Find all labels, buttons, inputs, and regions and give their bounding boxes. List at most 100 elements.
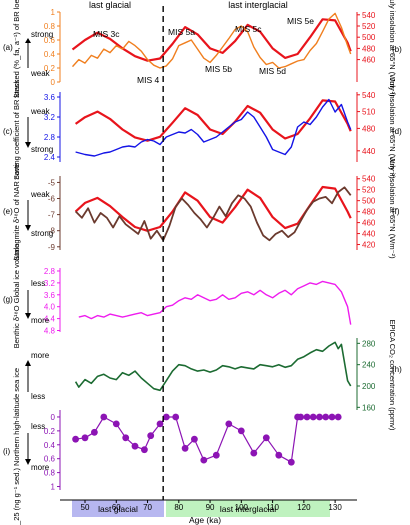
y2-tick-label: 440 <box>362 147 376 156</box>
ipso-point <box>212 451 220 459</box>
ipso-point <box>287 458 295 466</box>
ipso-point <box>181 444 189 452</box>
x-tick-label: 110 <box>266 503 279 512</box>
ylabel-c: Sorting coefficient of BR loess <box>12 80 21 180</box>
panel-i: 0 0.2 0.4 0.6 0.8 1 <box>44 410 342 492</box>
panel-h: 160 200 240 280 <box>74 338 376 412</box>
panel-tag-d: (d) <box>392 127 402 136</box>
header-last-glacial: last glacial <box>89 0 131 10</box>
y-tick-label: 0.6 <box>44 36 56 45</box>
y2-tick-label: 500 <box>362 197 376 206</box>
panel-tag-f: (f) <box>392 207 400 216</box>
direction-top-label: less <box>31 422 45 431</box>
y-tick-label: 4.4 <box>44 315 56 324</box>
x-tick-label: 70 <box>143 503 152 512</box>
x-tick-label: 90 <box>206 503 215 512</box>
band-last-glacial-label: last glacial <box>98 504 138 514</box>
insolation-line <box>74 185 352 232</box>
ylabel-g: Benthic δ¹⁸O Global ice volume <box>12 244 21 348</box>
direction-c: weak strong <box>25 107 53 154</box>
ipso-point <box>131 442 139 450</box>
y-tick-label: 1 <box>51 8 56 17</box>
y2-tick-label: 540 <box>362 11 376 20</box>
x-tick-label: 80 <box>174 503 183 512</box>
panel-tag-i: (i) <box>3 447 10 456</box>
ipso-point <box>162 413 170 421</box>
y-tick-label: 0 <box>51 78 56 87</box>
y2-tick-label: 460 <box>362 56 376 65</box>
y-tick-label: 0.8 <box>44 469 56 478</box>
y-tick-label: 3.2 <box>44 113 56 122</box>
ipso-point <box>297 413 305 421</box>
y2-tick-label: 480 <box>362 44 376 53</box>
y-tick-label: 0 <box>51 413 56 422</box>
panel-tag-h: (h) <box>392 365 402 374</box>
mis-label: MIS 5c <box>235 24 262 34</box>
ipso-point <box>250 449 258 457</box>
ipso-point <box>72 435 79 443</box>
ipso-point <box>303 413 311 421</box>
ipso-point <box>112 420 120 428</box>
panel-tag-b: (b) <box>392 45 402 54</box>
y-tick-label: 4.0 <box>44 303 56 312</box>
ipso-point <box>309 413 317 421</box>
x-tick-label: 120 <box>297 503 311 512</box>
panel-e: -9 -8 -7 -6 -5 420 440 460 480 500 520 540 <box>48 175 376 252</box>
x-tick-label: 60 <box>112 503 121 512</box>
y-tick-label: 0.4 <box>44 441 56 450</box>
ipso-point <box>200 456 208 464</box>
direction-a: strong weak <box>25 30 53 78</box>
ylabel-h: EPICA CO₂ concentration (ppmv) <box>388 320 397 431</box>
ipso-point <box>262 434 270 442</box>
direction-top-label: weak <box>30 107 51 116</box>
x-tick-label: 130 <box>328 503 342 512</box>
ylabel-e: Stalagmite δ¹⁸O of NAR cave <box>12 163 21 260</box>
y2-tick-label: 460 <box>362 219 376 228</box>
x-tick-label: 50 <box>81 503 90 512</box>
ipso-point <box>237 427 245 435</box>
y-tick-label: 0.4 <box>44 50 56 59</box>
ipso-point <box>81 434 89 442</box>
ylabel-f: July insolation at 65°N (Wm⁻²) <box>388 157 397 259</box>
ipso-point <box>322 413 330 421</box>
direction-top-label: more <box>31 351 50 360</box>
header-last-interglacial: last interglacial <box>228 0 288 10</box>
y-tick-label: -5 <box>48 178 56 187</box>
panel-tag-c: (c) <box>3 127 13 136</box>
x-axis: 50 60 70 80 90 100 110 120 130 <box>60 499 357 512</box>
stacked-line <box>71 12 352 69</box>
y2-tick-label: 510 <box>362 108 376 117</box>
ipso-point <box>122 434 130 442</box>
mis-label: MIS 5a <box>168 27 195 37</box>
direction-h: more less <box>25 351 50 401</box>
y2-tick-label: 480 <box>362 124 376 133</box>
band-last-interglacial-label: last interglacial <box>220 504 276 514</box>
y2-tick-label: 540 <box>362 91 376 100</box>
epica-line <box>74 341 352 392</box>
y-tick-label: 0.2 <box>44 427 56 436</box>
mis-label: MIS 4 <box>137 75 159 85</box>
ipso-point <box>172 413 180 421</box>
y2-tick-label: 160 <box>362 403 376 412</box>
y-tick-label: -9 <box>48 243 56 252</box>
panel-a: 0 0.2 0.4 0.6 0.8 1 460 480 500 520 540 <box>44 8 376 87</box>
y2-tick-label: 480 <box>362 208 376 217</box>
ylabel-b: July insolation at 65°N (Wm⁻²) <box>388 0 397 97</box>
y2-tick-label: 440 <box>362 230 376 239</box>
ipso-point <box>91 428 98 436</box>
y2-tick-label: 520 <box>362 186 376 195</box>
y2-tick-label: 500 <box>362 33 376 42</box>
panel-c: 2.4 2.8 3.2 3.6 440 480 510 540 <box>44 91 376 162</box>
y-tick-label: 2.4 <box>44 153 56 162</box>
x-axis-label: Age (ka) <box>189 515 221 525</box>
y-tick-label: 4.8 <box>44 327 56 336</box>
y2-tick-label: 540 <box>362 175 376 184</box>
panel-tag-e: (e) <box>3 207 13 216</box>
y-tick-label: 3.6 <box>44 291 56 300</box>
direction-top-label: strong <box>31 30 53 39</box>
y-tick-label: -6 <box>48 195 56 204</box>
mis-label: MIS 5b <box>205 64 232 74</box>
ylabel-a: Stacked (%_fa, a⁻¹) of BR loess <box>12 0 21 98</box>
y-tick-label: 0.2 <box>44 64 56 73</box>
